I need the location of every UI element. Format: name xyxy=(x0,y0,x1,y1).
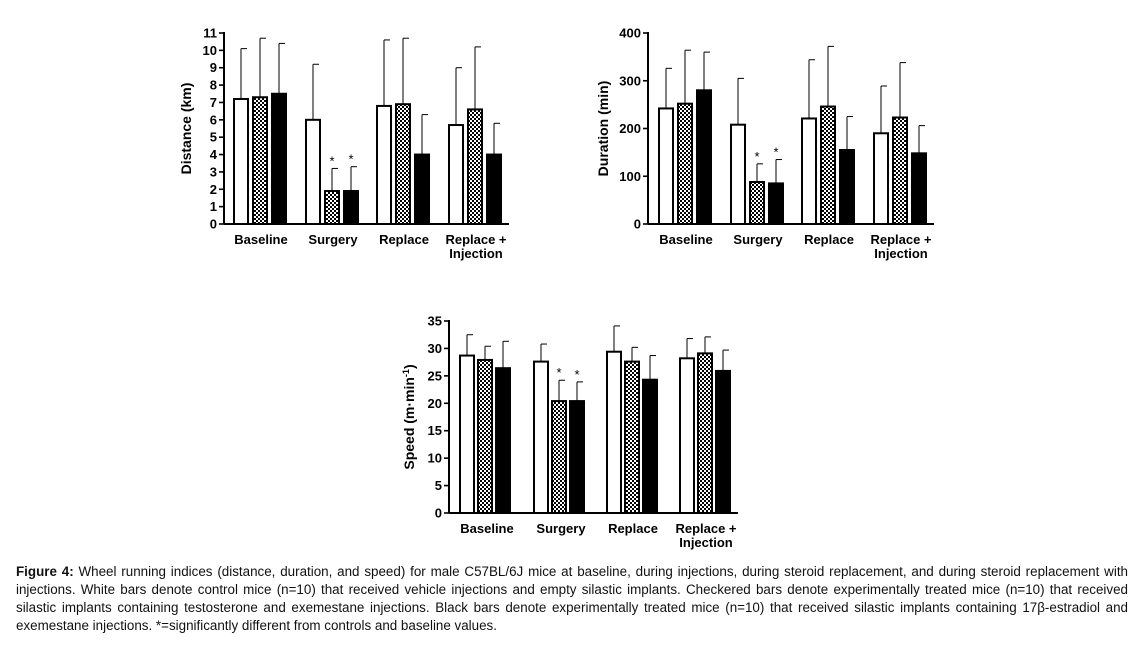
bar xyxy=(233,97,249,225)
speed-chart: 0 5 10 15 20 25 30 35 Speed (m·min-1) * * Baseline S… xyxy=(401,314,738,550)
bar xyxy=(569,400,585,514)
bar xyxy=(606,350,622,514)
x-category-label: Replace xyxy=(379,232,429,247)
bar xyxy=(324,190,340,226)
significance-star: * xyxy=(348,152,353,167)
bar xyxy=(477,358,493,514)
y-tick-label: 400 xyxy=(619,26,641,41)
y-tick-label: 6 xyxy=(210,112,217,127)
bar xyxy=(467,108,483,225)
bar xyxy=(551,400,567,514)
y-tick-label: 3 xyxy=(210,164,217,179)
y-tick-label: 0 xyxy=(210,217,217,232)
y-tick-label: 8 xyxy=(210,78,217,93)
y-tick-label: 4 xyxy=(210,147,218,162)
bar xyxy=(533,360,549,515)
x-category-label: Baseline xyxy=(460,521,513,536)
x-category-label: Replace xyxy=(608,521,658,536)
bar xyxy=(873,132,889,225)
bar xyxy=(448,124,464,225)
figure-caption: Figure 4: Wheel running indices (distanc… xyxy=(16,563,1128,635)
y-tick-label: 100 xyxy=(619,169,641,184)
bar xyxy=(820,105,836,225)
bar xyxy=(305,118,321,225)
bar xyxy=(677,102,693,225)
x-category-label: Replace xyxy=(804,232,854,247)
y-tick-label: 9 xyxy=(210,60,217,75)
x-category-label: Baseline xyxy=(234,232,287,247)
x-category-label: Baseline xyxy=(659,232,712,247)
bar xyxy=(749,180,765,225)
bar xyxy=(642,378,658,514)
y-tick-label: 7 xyxy=(210,95,217,110)
distance-chart: 0 1 2 3 4 5 6 7 8 9 10 11 Distance (km) * * Baseline Sur… xyxy=(178,26,509,261)
y-tick-label: 10 xyxy=(203,43,217,58)
y-tick-label: 15 xyxy=(428,423,442,438)
x-category-label: Surgery xyxy=(536,521,586,536)
bar xyxy=(459,354,475,514)
bar xyxy=(892,116,908,225)
y-axis-label: Speed (m·min-1) xyxy=(401,364,417,469)
significance-star: * xyxy=(574,367,579,382)
bar xyxy=(252,96,268,225)
y-tick-label: 2 xyxy=(210,182,217,197)
y-tick-label: 5 xyxy=(210,130,217,145)
bar xyxy=(696,89,712,225)
y-tick-label: 5 xyxy=(435,478,442,493)
bar xyxy=(911,152,927,225)
bar xyxy=(271,92,287,226)
bar xyxy=(343,190,359,226)
x-category-label: Replace + xyxy=(445,232,506,247)
y-tick-label: 20 xyxy=(428,396,442,411)
bar xyxy=(839,148,855,225)
significance-star: * xyxy=(754,149,759,164)
bar xyxy=(495,367,511,515)
y-tick-label: 30 xyxy=(428,341,442,356)
y-tick-label: 10 xyxy=(428,451,442,466)
y-tick-label: 200 xyxy=(619,121,641,136)
caption-text: Wheel running indices (distance, duratio… xyxy=(16,564,1128,633)
significance-star: * xyxy=(329,153,334,168)
x-category-label: Injection xyxy=(449,246,503,261)
bar xyxy=(697,352,713,515)
y-tick-label: 300 xyxy=(619,73,641,88)
caption-label: Figure 4: xyxy=(16,564,74,579)
bar xyxy=(486,153,502,225)
figure-charts: 0 1 2 3 4 5 6 7 8 9 10 11 Distance (km) * * Baseline Sur… xyxy=(178,26,934,550)
significance-star: * xyxy=(556,365,561,380)
bar xyxy=(715,369,731,515)
y-tick-label: 11 xyxy=(203,26,217,41)
y-axis-label: Distance (km) xyxy=(178,83,194,175)
bar xyxy=(768,182,784,226)
bar xyxy=(395,103,411,225)
bar xyxy=(376,104,392,225)
bar xyxy=(801,117,817,225)
x-category-label: Replace + xyxy=(870,232,931,247)
x-category-label: Surgery xyxy=(733,232,783,247)
y-tick-label: 35 xyxy=(428,314,442,329)
y-tick-label: 0 xyxy=(435,506,442,521)
bar xyxy=(658,107,674,225)
x-category-label: Injection xyxy=(679,535,733,550)
x-category-label: Surgery xyxy=(308,232,358,247)
bar xyxy=(624,360,640,515)
bar xyxy=(414,153,430,225)
bar xyxy=(730,123,746,225)
x-category-label: Injection xyxy=(874,246,928,261)
y-tick-label: 1 xyxy=(210,199,217,214)
y-axis-label: Duration (min) xyxy=(595,81,611,177)
duration-chart: 0 100 200 300 400 Duration (min) * * Baseline Sur… xyxy=(595,26,934,261)
y-tick-label: 0 xyxy=(634,217,641,232)
x-category-label: Replace + xyxy=(675,521,736,536)
y-tick-label: 25 xyxy=(428,368,442,383)
bar xyxy=(679,357,695,514)
significance-star: * xyxy=(773,145,778,160)
